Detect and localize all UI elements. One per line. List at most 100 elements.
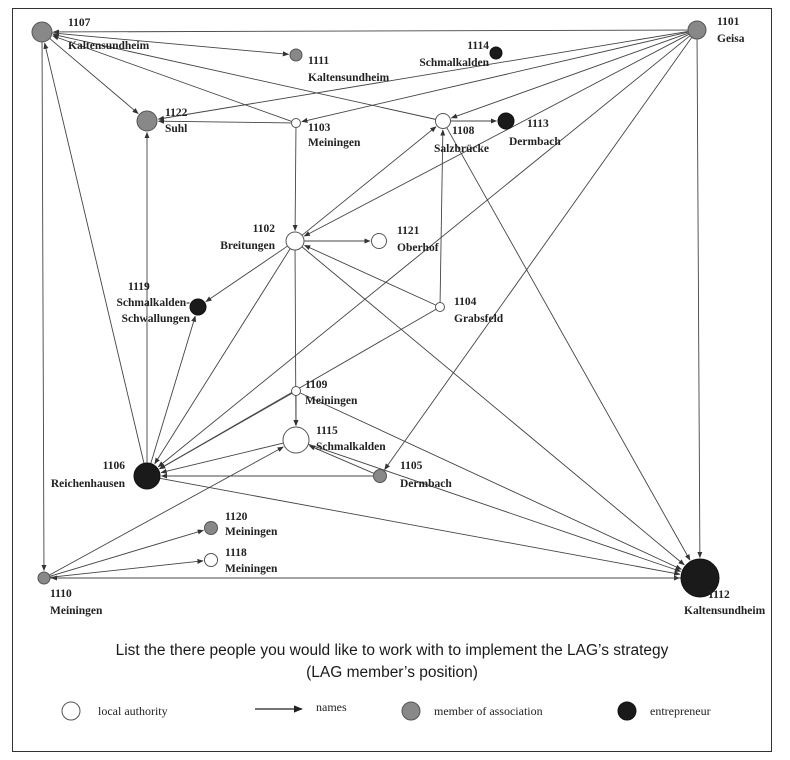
node-1103[interactable] xyxy=(291,118,301,128)
edge-1115-to-1112 xyxy=(308,443,682,572)
node-name-label-1104: Grabsfeld xyxy=(454,313,504,325)
node-1108[interactable] xyxy=(435,113,451,129)
edge-1106-to-1112 xyxy=(159,477,681,576)
node-1112[interactable] xyxy=(680,558,720,598)
legend-symbols xyxy=(61,701,637,721)
node-id-label-1114: 1114 xyxy=(467,40,489,52)
edge-1102-to-1108 xyxy=(301,126,437,236)
node-1114[interactable] xyxy=(489,46,503,60)
node-id-label-1122: 1122 xyxy=(165,107,188,119)
edge-1106-to-1107 xyxy=(43,42,145,464)
node-name-label-1103: Meiningen xyxy=(308,137,361,149)
node-1121[interactable] xyxy=(371,233,387,249)
edge-1101-to-1102 xyxy=(303,33,690,237)
node-id-label-1110: 1110 xyxy=(50,588,72,600)
edge-1110-to-1118 xyxy=(49,558,204,578)
node-name-label-1108: Salzbrücke xyxy=(434,143,489,155)
node-name-label-1114: Schmalkalden xyxy=(419,57,489,69)
node-name-label-1105: Dermbach xyxy=(400,478,452,490)
node-name-label-1111: Kaltensundheim xyxy=(308,72,390,84)
edges-layer xyxy=(41,29,703,581)
node-name-label-1113: Dermbach xyxy=(509,136,561,148)
node-1106[interactable] xyxy=(133,462,161,490)
node-id-label-1111: 1111 xyxy=(308,55,329,67)
edge-1115-to-1106 xyxy=(160,442,284,474)
node-id-label-1106: 1106 xyxy=(103,460,126,472)
edge-1101-to-1106 xyxy=(157,35,691,468)
node-name-label-1120: Meiningen xyxy=(225,526,278,538)
edge-1107-to-1110 xyxy=(41,41,47,572)
legend-local-authority-label: local authority xyxy=(98,704,168,718)
node-id-label-1119: 1119 xyxy=(128,281,150,293)
node-id-label-1107: 1107 xyxy=(68,17,91,29)
legend-member-label: member of association xyxy=(434,704,543,718)
node-1107[interactable] xyxy=(31,21,53,43)
node-id-label-1112: 1112 xyxy=(708,589,730,601)
edge-1101-to-1108 xyxy=(450,32,689,119)
edge-1104-to-1108 xyxy=(439,129,446,303)
edge-1109-to-1106 xyxy=(159,392,293,470)
legend-entrepreneur-label: entrepreneur xyxy=(650,704,711,718)
caption-line-2: (LAG member’s position) xyxy=(306,664,478,681)
node-id-label-1113: 1113 xyxy=(527,118,549,130)
edge-1107-to-1122 xyxy=(49,38,139,114)
node-name-label-1121: Oberhof xyxy=(397,242,439,254)
edge-1108-to-1107 xyxy=(52,33,436,120)
node-id-label-1108: 1108 xyxy=(452,125,475,137)
edge-1101-to-1103 xyxy=(301,31,689,123)
node-1102[interactable] xyxy=(285,231,305,251)
edge-1103-to-1122 xyxy=(157,118,292,124)
node-1115[interactable] xyxy=(282,426,310,454)
node-1110[interactable] xyxy=(37,571,51,585)
edge-1108-to-1112 xyxy=(446,127,691,561)
edge-1102-to-1112 xyxy=(301,246,685,566)
legend-member-symbol xyxy=(401,701,421,721)
node-id-label-1120: 1120 xyxy=(225,511,248,523)
legend-local-authority-symbol xyxy=(61,701,81,721)
node-1101[interactable] xyxy=(687,20,707,40)
edge-1102-to-1119 xyxy=(205,245,288,303)
node-1105[interactable] xyxy=(373,469,387,483)
node-id-label-1101: 1101 xyxy=(717,16,740,28)
node-name-label-1101: Geisa xyxy=(717,33,745,45)
node-1113[interactable] xyxy=(497,112,515,130)
labels-layer: 1107 Kaltensundheim 1101 Geisa 1111 Kaltensun… xyxy=(50,16,766,617)
figure-frame xyxy=(12,8,772,752)
edge-1101-to-1105 xyxy=(384,37,693,470)
node-name-label-1119-2: Schwallungen xyxy=(122,313,191,325)
edge-1110-to-1115 xyxy=(49,446,284,576)
edge-1101-to-1122 xyxy=(157,31,689,121)
node-1122[interactable] xyxy=(136,110,158,132)
edge-1110-to-1120 xyxy=(49,529,204,577)
node-name-label-1112: Kaltensundheim xyxy=(684,605,766,617)
node-name-label-1109: Meiningen xyxy=(305,395,358,407)
edge-1109-to-1112 xyxy=(299,392,682,570)
legend-entrepreneur-symbol xyxy=(617,701,637,721)
edge-1103-to-1107 xyxy=(52,35,292,122)
node-1118[interactable] xyxy=(204,553,218,567)
edge-1107-to-1111 xyxy=(51,32,290,57)
node-id-label-1103: 1103 xyxy=(308,122,331,134)
edge-1104-to-1102 xyxy=(303,244,437,306)
edge-1101-to-1107 xyxy=(52,29,689,35)
node-id-label-1105: 1105 xyxy=(400,460,423,472)
node-1109[interactable] xyxy=(291,386,301,396)
node-id-label-1109: 1109 xyxy=(305,379,328,391)
caption-line-1: List the there people you would like to … xyxy=(115,642,669,659)
node-1111[interactable] xyxy=(289,48,303,62)
nodes-layer xyxy=(31,20,720,598)
node-1119[interactable] xyxy=(189,298,207,316)
node-name-label-1115: Schmalkalden xyxy=(316,441,386,453)
node-1104[interactable] xyxy=(435,302,445,312)
node-id-label-1115: 1115 xyxy=(316,425,338,437)
node-id-label-1102: 1102 xyxy=(253,223,276,235)
node-name-label-1106: Reichenhausen xyxy=(51,478,126,490)
node-1120[interactable] xyxy=(204,521,218,535)
edge-1106-to-1119 xyxy=(150,315,197,464)
edge-1105-to-1115 xyxy=(308,445,375,474)
node-name-label-1118: Meiningen xyxy=(225,563,278,575)
node-name-label-1107: Kaltensundheim xyxy=(68,40,150,52)
node-name-label-1119-1: Schmalkalden- xyxy=(117,297,191,309)
node-id-label-1121: 1121 xyxy=(397,225,420,237)
